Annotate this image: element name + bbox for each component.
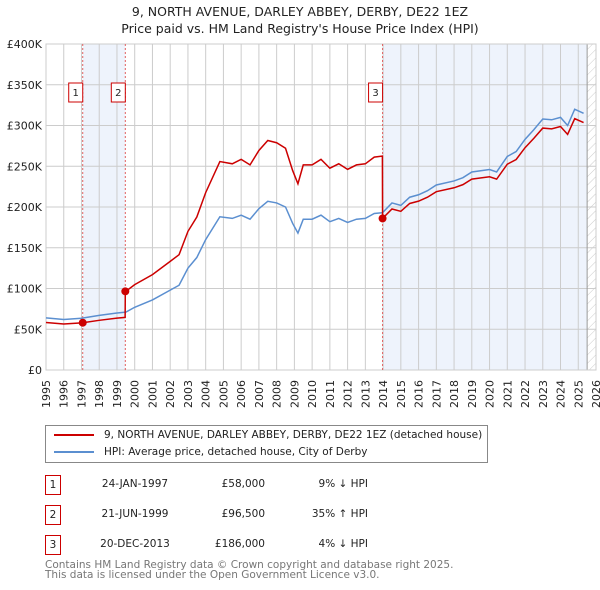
x-tick-label: 2015 xyxy=(395,380,408,408)
x-tick-label: 2009 xyxy=(288,380,301,408)
sale-date: 20-DEC-2013 xyxy=(100,538,170,550)
sale-point xyxy=(121,287,130,296)
x-tick-label: 2017 xyxy=(430,380,443,408)
y-tick-label: £400K xyxy=(7,38,43,51)
x-tick-label: 1999 xyxy=(111,380,124,408)
sale-row: 3 20-DEC-2013 £186,000 4% ↓ HPI xyxy=(45,535,445,555)
x-tick-label: 2025 xyxy=(572,380,585,408)
x-tick-label: 2001 xyxy=(146,380,159,408)
footer-licence: This data is licensed under the Open Gov… xyxy=(45,569,380,581)
plot-border xyxy=(45,43,597,371)
x-tick-label: 2002 xyxy=(164,380,177,408)
footer: Contains HM Land Registry data © Crown c… xyxy=(45,559,454,581)
x-tick-label: 2010 xyxy=(306,380,319,408)
legend: 9, NORTH AVENUE, DARLEY ABBEY, DERBY, DE… xyxy=(45,425,488,463)
x-tick-label: 2008 xyxy=(271,380,284,408)
x-tick-label: 2019 xyxy=(466,380,479,408)
y-tick-label: £100K xyxy=(7,283,43,296)
x-tick-label: 2007 xyxy=(253,380,266,408)
x-tick-label: 1995 xyxy=(40,380,53,408)
x-tick-label: 2014 xyxy=(377,380,390,408)
sale-label-box xyxy=(110,82,126,103)
sale-hpi-diff: 4% ↓ HPI xyxy=(318,538,368,550)
sale-hpi-diff: 35% ↑ HPI xyxy=(311,508,368,520)
x-tick-label: 2023 xyxy=(537,380,550,408)
legend-label: HPI: Average price, detached house, City… xyxy=(104,446,368,458)
x-tick-label: 2021 xyxy=(501,380,514,408)
legend-item-hpi: HPI: Average price, detached house, City… xyxy=(54,446,367,458)
x-tick-label: 2011 xyxy=(324,380,337,408)
x-tick-label: 2026 xyxy=(590,380,600,408)
sale-hpi-diff: 9% ↓ HPI xyxy=(318,478,368,490)
property-line xyxy=(45,117,584,325)
x-tick-label: 1997 xyxy=(75,380,88,408)
sale-row: 2 21-JUN-1999 £96,500 35% ↑ HPI xyxy=(45,505,445,525)
chart-title: 9, NORTH AVENUE, DARLEY ABBEY, DERBY, DE… xyxy=(131,4,469,19)
sale-row: 1 24-JAN-1997 £58,000 9% ↓ HPI xyxy=(45,475,445,495)
legend-swatch xyxy=(54,451,94,453)
x-tick-label: 1998 xyxy=(93,380,106,408)
x-tick-label: 2006 xyxy=(235,380,248,408)
x-tick-label: 2024 xyxy=(555,380,568,408)
sale-date: 21-JUN-1999 xyxy=(101,508,169,520)
x-tick-label: 2020 xyxy=(484,380,497,408)
x-tick-label: 2022 xyxy=(519,380,532,408)
y-tick-label: £50K xyxy=(14,323,43,336)
legend-swatch xyxy=(54,434,94,436)
sale-price: £96,500 xyxy=(221,508,265,520)
price-chart: 1995 1996 1997 1998 1999 2000 2001 2002 2003 2004… xyxy=(7,38,600,408)
y-tick-label: £0 xyxy=(28,364,42,377)
x-tick-label: 2004 xyxy=(200,380,213,408)
x-tick-label: 2000 xyxy=(129,380,142,408)
x-tick-label: 2005 xyxy=(217,380,230,408)
sale-point xyxy=(78,318,87,327)
x-tick-label: 2016 xyxy=(413,380,426,408)
sale-date: 24-JAN-1997 xyxy=(101,478,169,490)
sale-marker: 3 xyxy=(45,535,61,555)
y-tick-label: £150K xyxy=(7,242,43,255)
sale-price: £58,000 xyxy=(221,478,265,490)
sale-point xyxy=(378,214,387,223)
y-tick-label: £200K xyxy=(7,201,43,214)
sale-label-box xyxy=(368,82,384,103)
sale-label: 3 xyxy=(372,88,378,99)
sale-label: 2 xyxy=(115,88,121,99)
sale-label-box xyxy=(68,82,84,103)
chart-subtitle: Price paid vs. HM Land Registry's House … xyxy=(121,21,479,36)
legend-item-property: 9, NORTH AVENUE, DARLEY ABBEY, DERBY, DE… xyxy=(54,429,482,441)
sale-marker: 1 xyxy=(45,475,61,495)
x-tick-label: 2013 xyxy=(359,380,372,408)
x-tick-label: 2003 xyxy=(182,380,195,408)
sale-marker: 2 xyxy=(45,505,61,525)
y-tick-label: £300K xyxy=(7,120,43,133)
legend-label: 9, NORTH AVENUE, DARLEY ABBEY, DERBY, DE… xyxy=(104,429,483,441)
y-tick-label: £250K xyxy=(7,160,43,173)
footer-copyright: Contains HM Land Registry data © Crown c… xyxy=(45,559,454,571)
x-tick-label: 2012 xyxy=(342,380,355,408)
sale-label: 1 xyxy=(73,88,79,99)
x-tick-label: 1996 xyxy=(58,380,71,408)
hpi-line xyxy=(45,108,584,321)
sale-price: £186,000 xyxy=(214,538,265,550)
x-tick-label: 2018 xyxy=(448,380,461,408)
y-tick-label: £350K xyxy=(7,79,43,92)
